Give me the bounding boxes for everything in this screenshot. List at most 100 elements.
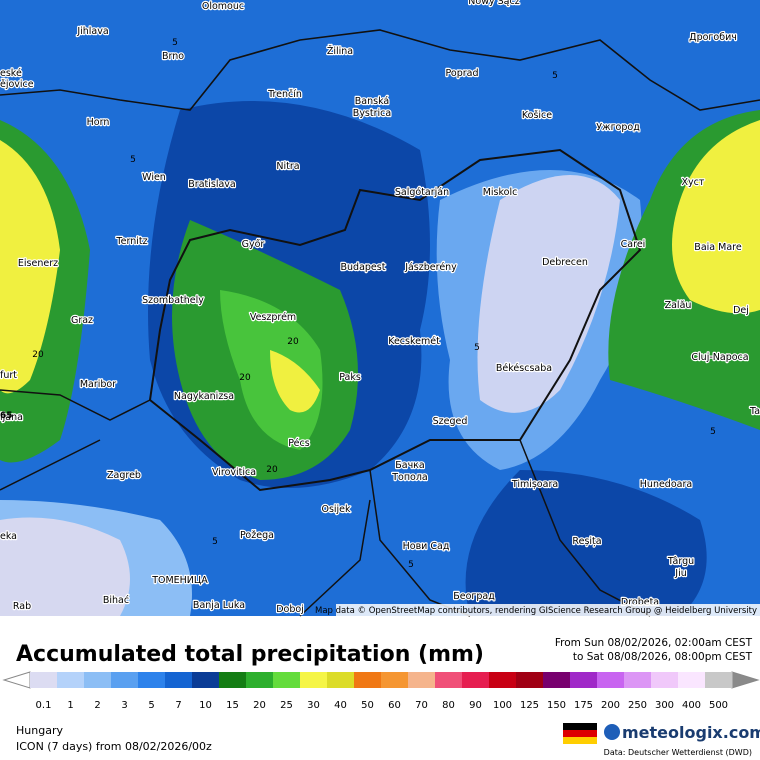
- contour-labels: 5 5 5 20 20 20 20 5 5 5 5 65: [0, 38, 716, 570]
- city-label: ljana: [0, 412, 23, 423]
- colorbar-label: 25: [280, 700, 293, 711]
- colorbar-label: 0.1: [36, 700, 52, 711]
- period-from: From Sun 08/02/2026, 02:00am CEST: [555, 637, 753, 649]
- city-label: Nitra: [276, 161, 299, 172]
- precip-area: [270, 350, 320, 413]
- precip-area: [0, 140, 60, 394]
- city-label: Banská: [355, 96, 389, 107]
- border: [148, 148, 642, 492]
- colorbar-cell: [651, 672, 679, 688]
- city-label: Győr: [242, 239, 265, 250]
- colorbar-label: 2: [94, 700, 100, 711]
- precip-area: [465, 470, 707, 616]
- precip-area: [0, 517, 130, 616]
- city-label: Београд: [453, 591, 495, 602]
- city-label: furt: [0, 370, 17, 381]
- colorbar-label: 50: [361, 700, 374, 711]
- logo-icon: [604, 724, 620, 740]
- border: [0, 29, 760, 111]
- city-label: Pécs: [288, 438, 309, 449]
- contour-label: 20: [32, 350, 44, 360]
- colorbar-label: 400: [682, 700, 701, 711]
- colorbar-cell: [273, 672, 301, 688]
- legend-title: Accumulated total precipitation (mm): [16, 642, 484, 667]
- period-to: to Sat 08/08/2026, 08:00pm CEST: [573, 651, 753, 663]
- colorbar-cell: [435, 672, 463, 688]
- colorbar-label: 20: [253, 700, 266, 711]
- colorbar-cell: [543, 672, 571, 688]
- colorbar-label: 5: [148, 700, 154, 711]
- border: [0, 389, 651, 617]
- contour-label: 20: [266, 465, 278, 475]
- city-label: Graz: [71, 315, 93, 326]
- city-label: Хуст: [682, 177, 705, 188]
- city-label: Nagykanizsa: [174, 391, 234, 402]
- colorbar-cell: [354, 672, 382, 688]
- colorbar-label: 125: [520, 700, 539, 711]
- city-label: Brno: [162, 51, 184, 62]
- colorbar-label: 30: [307, 700, 320, 711]
- colorbar-cell: [165, 672, 193, 688]
- model: ICON (7 days) from 08/02/2026/00z: [16, 740, 212, 753]
- city-label: Нови Сад: [403, 541, 450, 552]
- city-label: Топола: [391, 472, 428, 483]
- city-label: Reșița: [572, 536, 601, 547]
- colorbar-label: 60: [388, 700, 401, 711]
- contour-label: 5: [710, 427, 716, 437]
- city-label: Eisenerz: [18, 258, 58, 269]
- colorbar-cell: [246, 672, 274, 688]
- city-label: Timișoara: [511, 479, 558, 490]
- city-label: Salgótarján: [395, 187, 449, 198]
- colorbar-label: 15: [226, 700, 239, 711]
- city-label: Banja Luka: [193, 600, 245, 611]
- colorbar-cell: [624, 672, 652, 688]
- city-label: Ternitz: [115, 236, 147, 247]
- colorbar-arrow: [2, 671, 31, 689]
- colorbar-label: 7: [175, 700, 181, 711]
- city-label: Cluj-Napoca: [691, 352, 748, 363]
- region: Hungary: [16, 724, 63, 737]
- city-label: Bystrica: [353, 108, 391, 119]
- colorbar-label: 80: [442, 700, 455, 711]
- city-label: Târgu: [667, 556, 694, 567]
- colorbar-label: 175: [574, 700, 593, 711]
- city-label: Zalău: [665, 300, 692, 311]
- city-label: Bratislava: [188, 179, 235, 190]
- city-label: ějovice: [0, 79, 34, 90]
- city-label: ТОМЕНИЦА: [151, 575, 208, 586]
- colorbar-label: 40: [334, 700, 347, 711]
- colorbar-cell: [489, 672, 517, 688]
- city-label: Бачка: [395, 460, 425, 471]
- city-label: Doboj: [276, 604, 304, 615]
- contour-label: 5: [212, 537, 218, 547]
- city-label: Nowy Sącz: [468, 0, 519, 7]
- city-label: Poprad: [446, 68, 479, 79]
- city-label: Požega: [240, 530, 274, 541]
- city-label: eka: [0, 531, 17, 542]
- colorbar-cell: [570, 672, 598, 688]
- city-label: Wien: [142, 172, 166, 183]
- attribution-box: [336, 604, 760, 616]
- colorbar-label: 200: [601, 700, 620, 711]
- colorbar-cell: [678, 672, 706, 688]
- colorbar-label: 90: [469, 700, 482, 711]
- colorbar-arrow: [731, 671, 760, 689]
- city-label: Miskolc: [483, 187, 518, 198]
- city-label: Carei: [621, 239, 646, 250]
- contour-label: 20: [287, 337, 299, 347]
- city-label: Osijek: [321, 504, 351, 515]
- contour-label: 5: [552, 71, 558, 81]
- colorbar-label: 300: [655, 700, 674, 711]
- colorbar-cell: [597, 672, 625, 688]
- city-label: Bihać: [103, 595, 129, 606]
- brand[interactable]: meteologix.com: [622, 723, 760, 742]
- city-label: eské: [0, 68, 22, 79]
- city-label: Dej: [733, 305, 749, 316]
- city-label: Hunedoara: [640, 479, 692, 490]
- city-label: Szeged: [433, 416, 468, 427]
- city-label: Kecskemét: [388, 336, 440, 347]
- colorbar-cell: [327, 672, 355, 688]
- city-label: Paks: [339, 372, 361, 383]
- colorbar-cell: [192, 672, 220, 688]
- colorbar-label: 70: [415, 700, 428, 711]
